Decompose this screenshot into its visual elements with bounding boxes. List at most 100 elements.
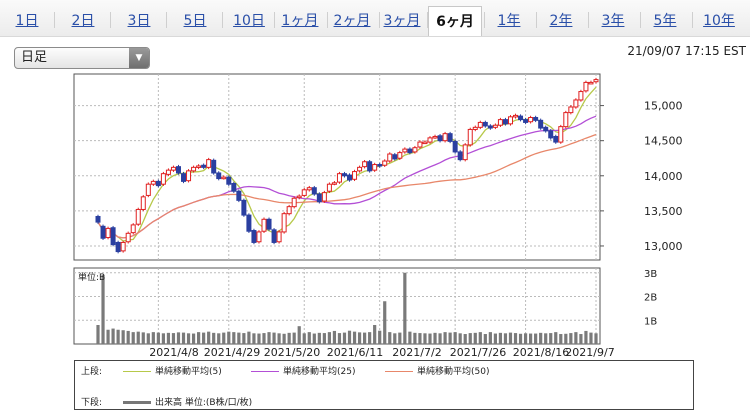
date-tick-label: 2021/8/16 [513, 346, 569, 359]
candle-body [331, 182, 337, 185]
volume-tick-label: 2B [644, 293, 657, 304]
tab-2[interactable]: 2日 [71, 13, 95, 29]
candle-body [155, 180, 161, 187]
tab-9[interactable]: 6ヶ月 [428, 6, 482, 36]
ma5-line [97, 86, 597, 242]
candle-body [135, 208, 141, 225]
volume-bar [322, 333, 326, 344]
candle-body [548, 130, 554, 139]
volume-bar [116, 329, 120, 344]
candle-body [412, 147, 418, 153]
date-tick-label: 2021/6/11 [327, 346, 383, 359]
volume-bar [171, 333, 176, 344]
volume-bar [388, 332, 392, 344]
volume-bar [508, 332, 513, 344]
candle-body [125, 232, 131, 243]
chevron-down-icon[interactable]: ▼ [129, 48, 149, 68]
candle-body [558, 126, 564, 143]
price-tick-label: 14,000 [644, 170, 683, 183]
volume-bar [413, 332, 417, 344]
volume-bar [217, 333, 221, 344]
volume-bar [443, 332, 447, 344]
candle-body [502, 119, 508, 125]
tab-7[interactable]: 2ヶ月 [333, 13, 371, 29]
volume-bar [408, 331, 412, 344]
candle-body [347, 174, 353, 181]
tab-14[interactable]: 10年 [703, 13, 735, 29]
date-tick-label: 2021/4/29 [204, 346, 260, 359]
volume-bar [227, 331, 231, 344]
tab-11[interactable]: 2年 [549, 13, 573, 29]
legend-ma25: 単純移動平均(25) [283, 367, 356, 377]
volume-bar [589, 332, 593, 344]
tab-separator [54, 12, 55, 28]
tab-1[interactable]: 1日 [15, 13, 39, 29]
volume-bar [468, 333, 472, 344]
volume-bar [363, 332, 367, 344]
candle-body [578, 91, 584, 101]
volume-bar [156, 332, 160, 344]
volume-tick-label: 1B [644, 316, 657, 327]
volume-bar [539, 332, 543, 344]
candle-body [487, 125, 493, 129]
tab-4[interactable]: 5日 [183, 13, 207, 29]
candle-body [417, 141, 423, 148]
candle-body [563, 112, 569, 128]
candle-body [407, 148, 413, 154]
candle-body [311, 187, 317, 195]
volume-bar [232, 332, 236, 344]
tab-5[interactable]: 10日 [233, 13, 265, 29]
volume-bar [579, 334, 583, 344]
volume-bar [277, 333, 281, 344]
volume-bar [342, 332, 347, 344]
volume-bar [498, 332, 503, 344]
volume-bar [448, 332, 452, 344]
stock-chart: 15,000 14,500 14,000 13,500 13,000 3B 2B 1B 2021… [73, 73, 683, 359]
volume-bar [292, 332, 296, 344]
volume-bar [131, 332, 135, 344]
volume-bar [262, 333, 266, 344]
tab-6[interactable]: 1ヶ月 [281, 13, 319, 29]
interval-select[interactable]: 日足 ▼ [14, 47, 150, 69]
volume-bar [212, 332, 216, 344]
volume-bar [373, 325, 377, 344]
candle-body [140, 196, 146, 210]
tab-separator [640, 12, 641, 28]
tab-separator [327, 12, 328, 28]
volume-bar [222, 332, 226, 344]
tab-12[interactable]: 3年 [601, 13, 625, 29]
volume-bar [202, 332, 206, 344]
tab-3[interactable]: 3日 [127, 13, 151, 29]
price-tick-label: 13,500 [644, 205, 683, 218]
volume-bar [529, 333, 533, 344]
candle-body [543, 126, 549, 132]
tab-8[interactable]: 3ヶ月 [383, 13, 421, 29]
candle-body [241, 199, 247, 216]
volume-bar [488, 332, 492, 344]
volume-bar [242, 333, 246, 344]
volume-bar [398, 332, 402, 344]
volume-bar [549, 333, 553, 344]
volume-bar [252, 333, 256, 344]
volume-bar [458, 333, 462, 344]
volume-bar [247, 331, 251, 344]
candle-body [256, 231, 262, 243]
volume-bar [257, 333, 261, 344]
tab-separator [484, 12, 485, 28]
volume-bar [544, 333, 548, 344]
volume-bar-swatch [123, 401, 151, 404]
candle-body [352, 171, 358, 180]
volume-bar [347, 330, 352, 344]
candle-body [181, 173, 187, 182]
candle-body [170, 166, 176, 171]
date-tick-label: 2021/7/2 [392, 346, 441, 359]
price-tick-label: 15,000 [644, 100, 683, 113]
volume-bar [569, 333, 573, 344]
volume-bar [478, 332, 482, 344]
tab-10[interactable]: 1年 [497, 13, 521, 29]
tab-13[interactable]: 5年 [653, 13, 677, 29]
volume-bar [493, 333, 497, 344]
candle-body [392, 154, 398, 160]
period-tabs: 1日 2日 3日 5日 10日 1ヶ月 2ヶ月 3ヶ月 6ヶ月 1年 2年 3年 5年 10年 [0, 0, 750, 37]
candle-body [281, 213, 287, 233]
